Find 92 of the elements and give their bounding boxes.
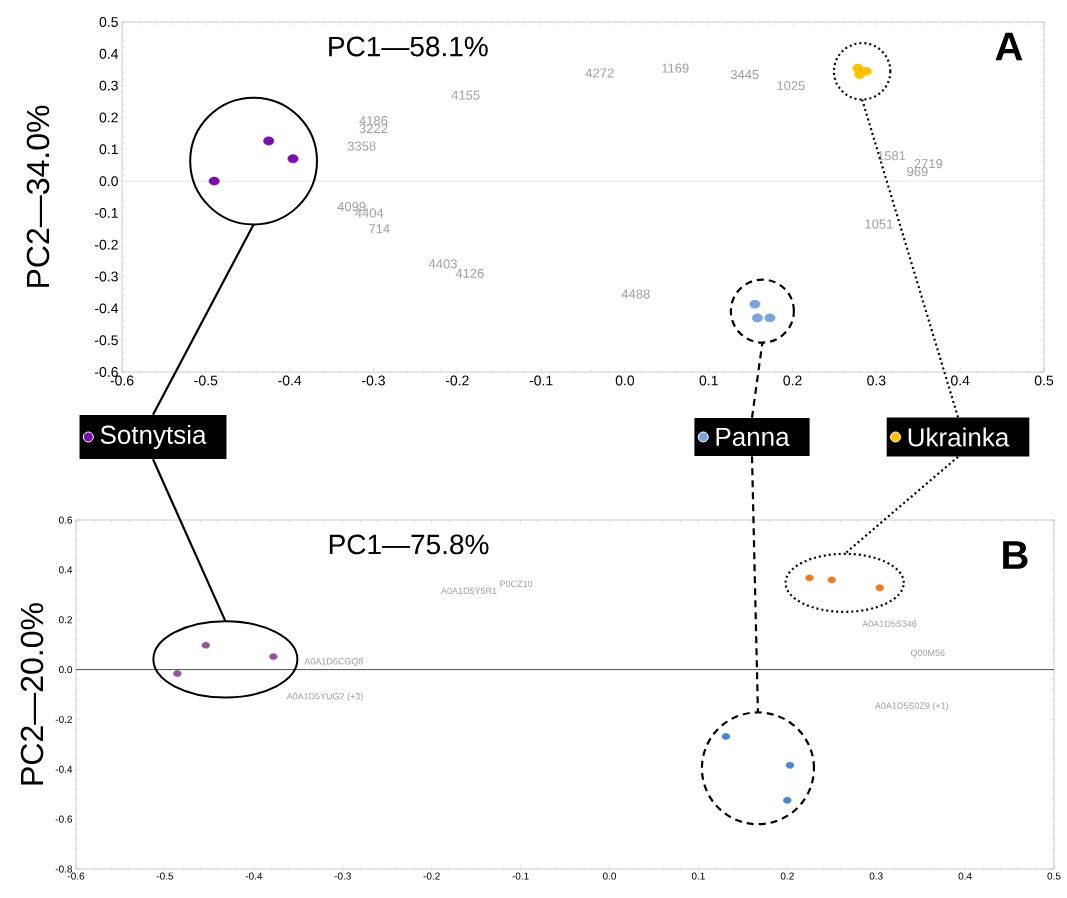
y-axis-title: PC2—34.0% — [26, 105, 50, 287]
x-tick-label: -0.4 — [245, 872, 263, 880]
x-tick-label: -0.3 — [362, 375, 385, 386]
x-tick-label: 0.4 — [951, 375, 970, 386]
x-tick-label: -0.2 — [423, 872, 440, 880]
y-tick-label: -0.5 — [94, 335, 118, 346]
x-tick-label: 0.3 — [869, 872, 883, 880]
annotation: 3445 — [730, 69, 759, 80]
point — [827, 576, 836, 584]
y-tick-label: 0.1 — [99, 144, 118, 155]
x-tick-label: -0.1 — [512, 872, 529, 880]
annotation: A0A1D5S0Z9 (+1) — [874, 702, 949, 711]
chart-title: B — [1003, 541, 1028, 569]
chart-title: A — [995, 32, 1023, 61]
x-tick-label: 0.1 — [691, 872, 705, 880]
legend-label: Sotnytsia — [100, 424, 207, 450]
x-tick-label: -0.5 — [194, 375, 218, 386]
annotation: A0A1D5S346 — [862, 620, 917, 627]
x-axis-title: PC1—58.1% — [329, 36, 488, 57]
annotation: 1025 — [777, 81, 805, 91]
point — [783, 796, 792, 804]
legend-label: Panna — [716, 427, 790, 447]
annotation: 2719 — [914, 158, 943, 169]
annotation: 3358 — [347, 141, 376, 151]
y-tick-label: -0.4 — [55, 765, 73, 773]
point — [263, 136, 275, 146]
x-tick-label: 0.0 — [615, 375, 635, 386]
annotation: A0A1D5YUG2 (+3) — [286, 692, 363, 702]
annotation: A0A1D6CGQ8 — [304, 658, 363, 667]
point — [201, 641, 211, 649]
annotation: 1051 — [865, 219, 893, 229]
x-tick-label: -0.6 — [110, 375, 134, 386]
y-tick-label: 0.3 — [99, 80, 118, 91]
annotation: 4272 — [585, 68, 614, 78]
x-tick-label: 0.0 — [602, 872, 617, 880]
point — [287, 154, 299, 164]
point — [749, 299, 761, 309]
y-axis-title: PC2—20.0% — [20, 603, 44, 785]
x-tick-label: 0.1 — [699, 375, 718, 386]
y-tick-label: 0.4 — [99, 48, 119, 59]
annotation: 1169 — [662, 63, 689, 73]
annotation: 969 — [907, 166, 928, 177]
legend-label: Ukrainka — [908, 427, 1010, 447]
x-tick-label: 0.2 — [783, 375, 802, 386]
y-tick-label: 0.0 — [58, 666, 73, 674]
y-tick-label: -0.8 — [55, 865, 73, 873]
x-tick-label: -0.1 — [529, 375, 553, 386]
x-tick-label: -0.5 — [156, 872, 174, 880]
point — [854, 70, 866, 79]
y-tick-label: 0.6 — [58, 516, 73, 524]
y-tick-label: 0.5 — [99, 17, 118, 27]
annotation: P0CZ10 — [500, 580, 533, 588]
annotation: 714 — [369, 224, 390, 234]
point — [173, 670, 182, 677]
annotation: 4155 — [451, 90, 480, 100]
x-tick-label: 0.3 — [867, 375, 886, 386]
x-tick-label: 0.4 — [958, 872, 972, 880]
y-tick-label: -0.2 — [55, 715, 72, 723]
x-tick-label: -0.4 — [278, 375, 302, 386]
annotation: 4403 — [428, 259, 457, 269]
annotation: A0A1D5Y5R1 — [440, 587, 497, 594]
annotation: 3222 — [359, 124, 388, 134]
annotation: 1581 — [877, 151, 906, 161]
x-tick-label: -0.2 — [445, 375, 469, 386]
x-tick-label: 0.5 — [1034, 375, 1054, 386]
point — [269, 653, 278, 661]
x-axis-title: PC1—75.8% — [329, 534, 489, 555]
annotation: 4126 — [455, 268, 484, 278]
y-tick-label: -0.2 — [94, 239, 118, 250]
annotation: 4186 — [359, 116, 388, 126]
y-tick-label: -0.4 — [94, 303, 119, 314]
y-tick-label: 0.2 — [58, 616, 72, 624]
y-tick-label: 0.0 — [99, 176, 118, 187]
point — [875, 584, 884, 592]
point — [785, 761, 795, 769]
y-tick-label: 0.4 — [58, 566, 73, 574]
annotation: Q00M56 — [910, 649, 945, 658]
y-tick-label: -0.1 — [94, 207, 118, 218]
annotation: 4488 — [621, 289, 650, 299]
y-tick-label: 0.2 — [99, 112, 118, 123]
point — [751, 313, 763, 323]
y-tick-label: -0.3 — [94, 271, 118, 282]
x-tick-label: 0.2 — [780, 872, 794, 880]
point — [208, 176, 220, 186]
y-tick-label: -0.6 — [94, 367, 118, 377]
point — [805, 574, 814, 582]
x-tick-label: -0.3 — [334, 872, 351, 880]
x-tick-label: 0.5 — [1047, 872, 1061, 880]
x-tick-label: -0.6 — [67, 872, 85, 880]
point — [764, 313, 776, 323]
point — [721, 732, 731, 740]
y-tick-label: -0.6 — [55, 815, 73, 823]
